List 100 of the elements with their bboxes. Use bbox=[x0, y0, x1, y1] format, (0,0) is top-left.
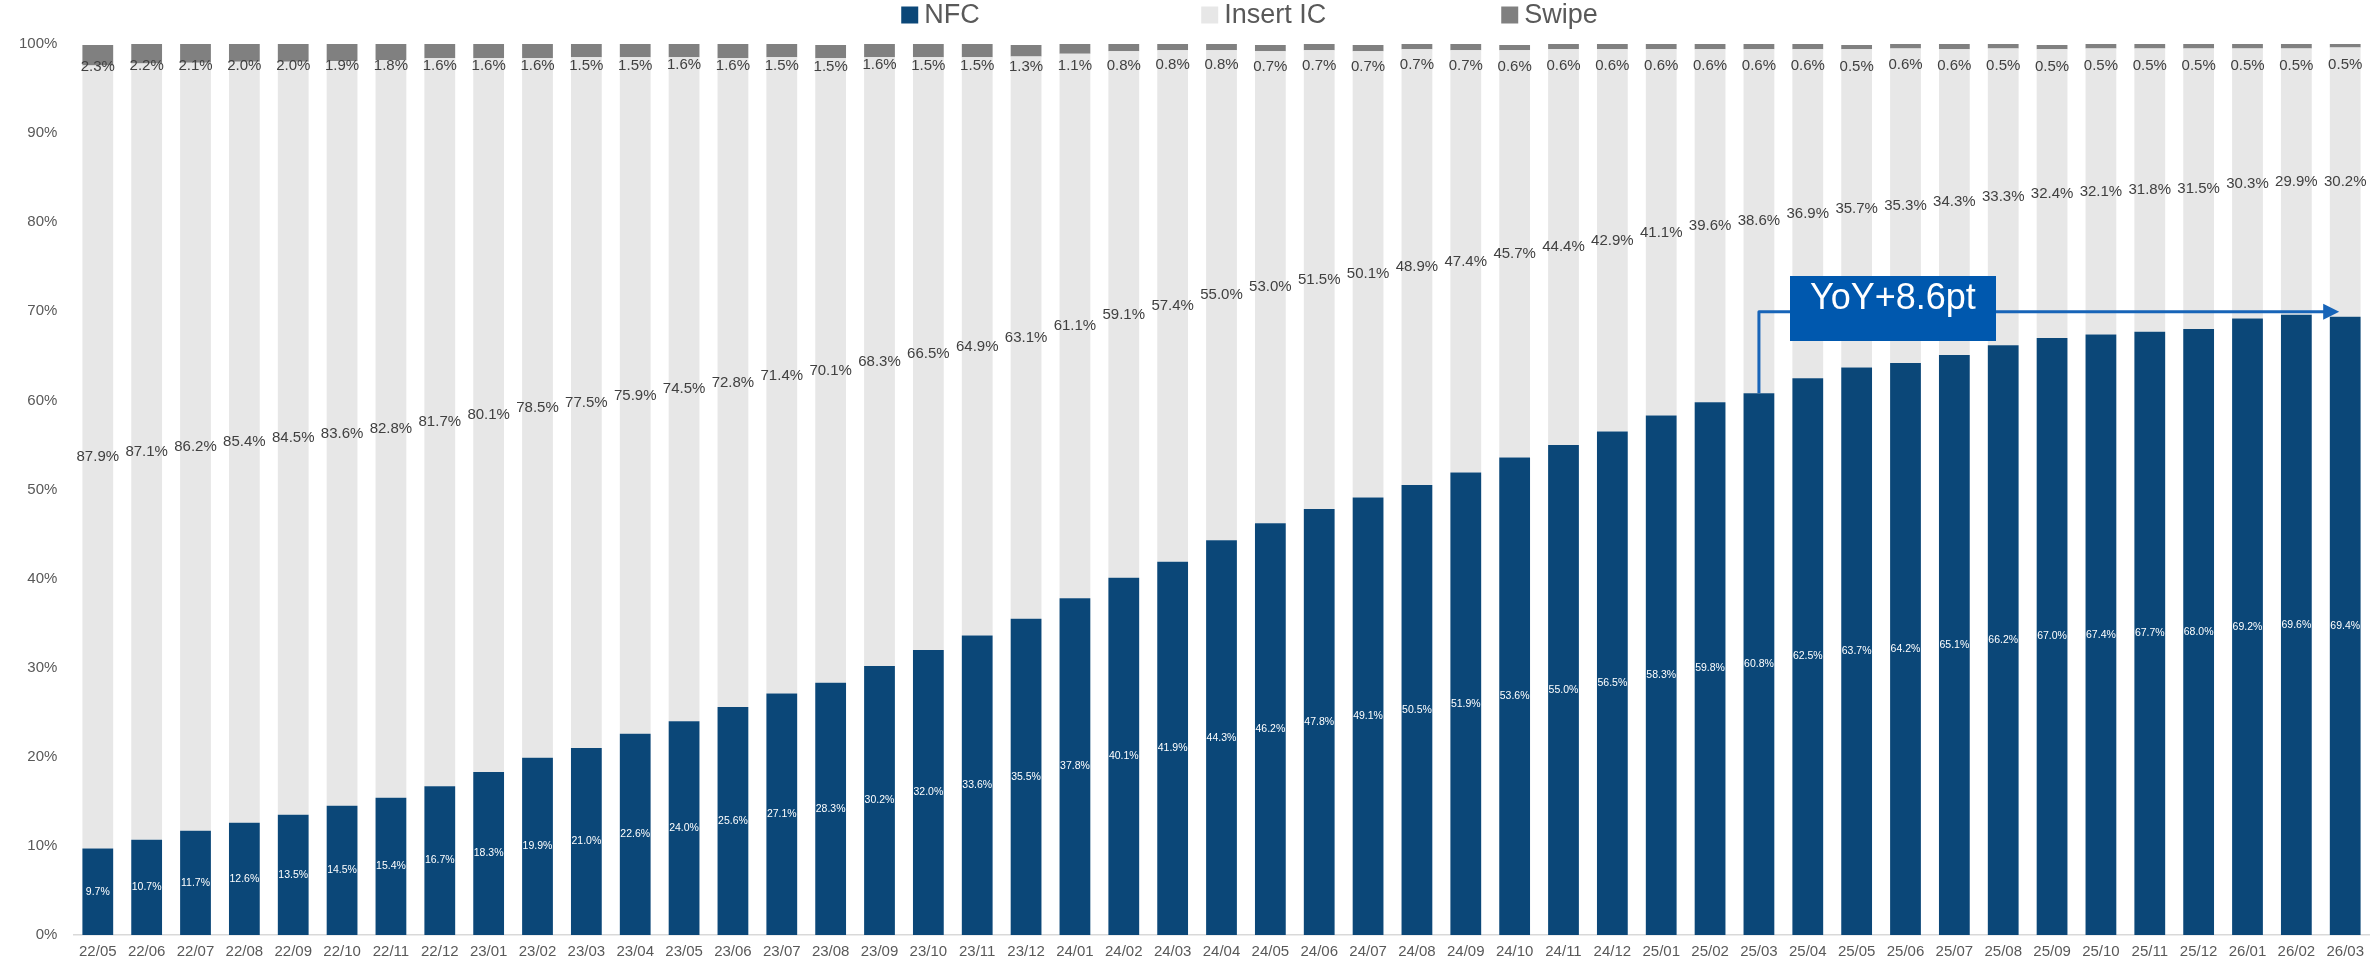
bar bbox=[1841, 367, 1873, 935]
data-label: 1.5% bbox=[618, 56, 653, 74]
data-label: 38.6% bbox=[1737, 211, 1781, 229]
data-label: 1.5% bbox=[960, 56, 995, 74]
data-label: 11.7% bbox=[181, 875, 211, 888]
bar bbox=[473, 771, 505, 935]
data-label: 53.0% bbox=[1249, 277, 1292, 295]
data-label: 0.5% bbox=[1986, 56, 2021, 74]
data-label: 55.0% bbox=[1548, 682, 1579, 695]
y-tick-label: 50% bbox=[27, 479, 58, 497]
data-label: 87.1% bbox=[125, 441, 168, 459]
data-label: 63.1% bbox=[1004, 327, 1048, 345]
x-tick-label: 23/04 bbox=[616, 942, 654, 960]
x-tick-label: 25/01 bbox=[1642, 942, 1680, 960]
bar bbox=[2329, 44, 2361, 48]
data-label: 0.5% bbox=[1839, 57, 1874, 75]
bar bbox=[1157, 561, 1189, 935]
bar bbox=[1499, 44, 1531, 51]
bar bbox=[864, 44, 895, 58]
x-tick-label: 23/01 bbox=[469, 942, 508, 960]
bar bbox=[1890, 44, 1921, 49]
bar bbox=[1206, 44, 1237, 51]
data-label: 58.3% bbox=[1646, 668, 1677, 681]
data-label: 10.7% bbox=[131, 880, 162, 893]
bar bbox=[277, 814, 309, 935]
x-tick-label: 26/01 bbox=[2228, 942, 2267, 960]
x-tick-label: 24/07 bbox=[1349, 942, 1387, 960]
bar bbox=[1987, 44, 2019, 49]
legend-label: Swipe bbox=[1524, 0, 1598, 30]
data-label: 71.4% bbox=[760, 365, 804, 383]
data-label: 86.2% bbox=[174, 436, 217, 454]
data-label: 37.8% bbox=[1060, 759, 1090, 772]
data-label: 31.8% bbox=[2128, 180, 2172, 198]
bar bbox=[1548, 444, 1579, 935]
data-label: 56.5% bbox=[1597, 676, 1628, 689]
x-tick-label: 22/08 bbox=[225, 942, 264, 960]
bar bbox=[1499, 457, 1531, 935]
data-label: 69.4% bbox=[2330, 618, 2361, 631]
bar bbox=[522, 757, 553, 935]
data-label: 0.6% bbox=[1692, 56, 1728, 74]
x-tick-label: 25/02 bbox=[1691, 942, 1729, 960]
data-label: 1.6% bbox=[422, 56, 457, 74]
data-label: 59.8% bbox=[1695, 661, 1725, 674]
data-label: 18.3% bbox=[473, 846, 504, 859]
data-label: 1.8% bbox=[373, 56, 409, 74]
data-label: 70.1% bbox=[809, 360, 852, 378]
bar bbox=[1352, 44, 1384, 52]
data-label: 1.6% bbox=[715, 56, 751, 74]
bar bbox=[912, 649, 944, 935]
data-label: 28.3% bbox=[815, 801, 846, 814]
x-tick-label: 26/02 bbox=[2277, 942, 2316, 960]
bar bbox=[424, 44, 456, 59]
data-label: 30.3% bbox=[2226, 173, 2269, 191]
data-label: 44.3% bbox=[1206, 730, 1237, 743]
bar bbox=[1401, 44, 1433, 50]
bar bbox=[2280, 314, 2312, 935]
data-label: 85.4% bbox=[223, 432, 266, 450]
data-label: 12.6% bbox=[229, 871, 260, 884]
bar bbox=[1303, 44, 1335, 51]
data-label: 55.0% bbox=[1200, 285, 1243, 303]
data-label: 67.4% bbox=[2086, 627, 2116, 640]
data-label: 30.2% bbox=[2323, 172, 2367, 190]
data-label: 35.7% bbox=[1835, 198, 1878, 216]
bar bbox=[2183, 329, 2215, 935]
bar bbox=[864, 665, 895, 935]
data-label: 0.7% bbox=[1350, 57, 1386, 75]
x-tick-label: 22/06 bbox=[127, 942, 166, 960]
bar bbox=[961, 635, 993, 935]
data-label: 42.9% bbox=[1591, 230, 1634, 248]
data-label: 1.6% bbox=[471, 56, 506, 74]
data-label: 32.4% bbox=[2030, 183, 2074, 201]
data-label: 61.1% bbox=[1053, 316, 1097, 334]
bar bbox=[717, 706, 749, 935]
bar bbox=[277, 44, 309, 62]
data-label: 50.5% bbox=[1402, 702, 1432, 715]
bar bbox=[375, 44, 407, 61]
bar bbox=[326, 805, 358, 935]
x-tick-label: 22/11 bbox=[372, 942, 410, 960]
x-tick-label: 25/07 bbox=[1935, 942, 1974, 960]
bar bbox=[1401, 485, 1433, 935]
data-label: 0.5% bbox=[2328, 55, 2363, 73]
data-label: 83.6% bbox=[320, 423, 364, 441]
data-label: 82.8% bbox=[369, 419, 413, 437]
data-label: 35.3% bbox=[1884, 195, 1927, 213]
data-label: 0.6% bbox=[1888, 55, 1923, 73]
data-label: 0.5% bbox=[2279, 56, 2314, 74]
bar bbox=[1987, 345, 2019, 935]
bar bbox=[2134, 44, 2166, 49]
data-label: 13.5% bbox=[278, 867, 309, 880]
data-label: 45.7% bbox=[1493, 243, 1536, 261]
data-label: 2.0% bbox=[276, 56, 311, 74]
data-label: 60.8% bbox=[1744, 657, 1774, 670]
data-label: 77.5% bbox=[565, 392, 608, 410]
x-tick-label: 25/05 bbox=[1837, 942, 1876, 960]
x-tick-label: 24/11 bbox=[1545, 942, 1582, 960]
data-label: 0.6% bbox=[1937, 56, 1972, 74]
x-tick-label: 23/12 bbox=[1007, 942, 1045, 960]
data-label: 1.5% bbox=[911, 56, 946, 74]
bar bbox=[1352, 497, 1384, 935]
x-tick-label: 23/06 bbox=[714, 942, 752, 960]
